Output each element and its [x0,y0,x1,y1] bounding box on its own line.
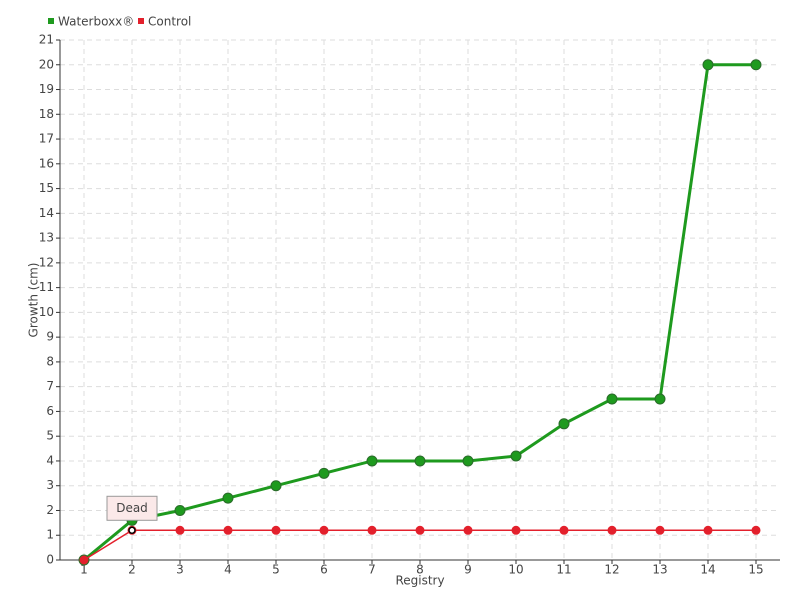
point [414,455,426,467]
y-axis-label: Growth (cm) [27,263,41,338]
point [654,393,666,405]
point [175,525,185,535]
y-tick-label: 21 [39,33,54,47]
x-tick-label: 13 [652,563,667,577]
point [751,525,761,535]
point [174,504,186,516]
annotation-text: Dead [116,501,148,515]
annotation-marker [128,526,136,535]
point [319,525,329,535]
point [79,555,89,565]
x-tick-label: 8 [416,563,424,577]
y-tick-label: 0 [46,553,54,567]
y-tick-label: 20 [39,57,54,71]
x-tick-label: 2 [128,563,136,577]
y-tick-label: 8 [46,354,54,368]
legend-swatch [48,18,54,24]
y-tick-label: 6 [46,404,54,418]
point [415,525,425,535]
y-tick-label: 17 [39,132,54,146]
point [559,525,569,535]
y-tick-label: 5 [46,429,54,443]
x-tick-label: 6 [320,563,328,577]
y-tick-label: 3 [46,478,54,492]
x-tick-label: 4 [224,563,232,577]
y-tick-label: 13 [39,231,54,245]
point [463,525,473,535]
y-tick-label: 10 [39,305,54,319]
y-tick-label: 19 [39,82,54,96]
point [510,450,522,462]
point [462,455,474,467]
y-tick-label: 16 [39,156,54,170]
x-tick-label: 14 [700,563,715,577]
x-tick-label: 7 [368,563,376,577]
legend-label: Control [148,15,191,29]
x-tick-label: 15 [748,563,763,577]
point [558,418,570,430]
x-axis-label: Registry [395,574,444,588]
point [271,525,281,535]
point [367,525,377,535]
y-tick-label: 11 [39,280,54,294]
y-tick-label: 2 [46,503,54,517]
point [511,525,521,535]
x-tick-label: 1 [80,563,88,577]
y-tick-label: 14 [39,206,54,220]
y-tick-label: 18 [39,107,54,121]
x-tick-label: 5 [272,563,280,577]
point [223,525,233,535]
point [607,525,617,535]
y-tick-label: 12 [39,255,54,269]
x-tick-label: 3 [176,563,184,577]
point [655,525,665,535]
point [270,480,282,492]
x-tick-label: 10 [508,563,523,577]
point [318,467,330,479]
y-tick-label: 4 [46,453,54,467]
point [750,59,762,71]
point [702,59,714,71]
legend-swatch [138,18,144,24]
x-tick-label: 12 [604,563,619,577]
point [606,393,618,405]
annotation-box [106,495,158,521]
point [222,492,234,504]
x-tick-label: 9 [464,563,472,577]
point [703,525,713,535]
point [366,455,378,467]
legend-label: Waterboxx® [58,15,134,29]
y-tick-label: 15 [39,181,54,195]
x-tick-label: 11 [556,563,571,577]
y-tick-label: 1 [46,528,54,542]
y-tick-label: 7 [46,379,54,393]
y-tick-label: 9 [46,330,54,344]
